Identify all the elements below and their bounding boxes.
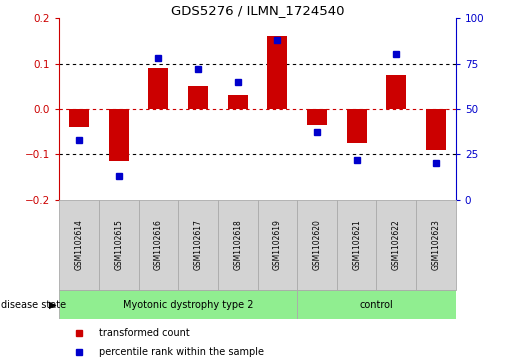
Bar	[218, 200, 258, 290]
Bar	[139, 200, 178, 290]
Bar	[307, 109, 327, 125]
Text: GSM1102616: GSM1102616	[154, 220, 163, 270]
Text: GSM1102615: GSM1102615	[114, 220, 123, 270]
Text: GSM1102619: GSM1102619	[273, 220, 282, 270]
Bar	[386, 75, 406, 109]
Title: GDS5276 / ILMN_1724540: GDS5276 / ILMN_1724540	[171, 4, 344, 17]
Bar	[426, 109, 446, 150]
Bar	[337, 200, 376, 290]
Bar	[228, 95, 248, 109]
Text: GSM1102614: GSM1102614	[75, 220, 83, 270]
Text: GSM1102618: GSM1102618	[233, 220, 242, 270]
Text: GSM1102621: GSM1102621	[352, 220, 361, 270]
Bar	[69, 109, 89, 127]
Bar	[376, 200, 416, 290]
Bar	[258, 200, 297, 290]
Text: transformed count: transformed count	[99, 327, 190, 338]
Bar	[297, 290, 456, 319]
Text: control: control	[359, 300, 393, 310]
Bar	[99, 200, 139, 290]
Text: percentile rank within the sample: percentile rank within the sample	[99, 347, 264, 357]
Bar	[178, 200, 218, 290]
Bar	[297, 200, 337, 290]
Text: Myotonic dystrophy type 2: Myotonic dystrophy type 2	[123, 300, 253, 310]
Bar	[347, 109, 367, 143]
Bar	[416, 200, 456, 290]
Bar	[59, 200, 99, 290]
Text: GSM1102620: GSM1102620	[313, 220, 321, 270]
Text: GSM1102623: GSM1102623	[432, 220, 440, 270]
Bar	[267, 36, 287, 109]
Bar	[188, 86, 208, 109]
Bar	[109, 109, 129, 161]
Bar	[59, 290, 297, 319]
Text: ▶: ▶	[49, 300, 57, 310]
Text: disease state: disease state	[1, 300, 66, 310]
Bar	[148, 68, 168, 109]
Text: GSM1102617: GSM1102617	[194, 220, 202, 270]
Text: GSM1102622: GSM1102622	[392, 220, 401, 270]
